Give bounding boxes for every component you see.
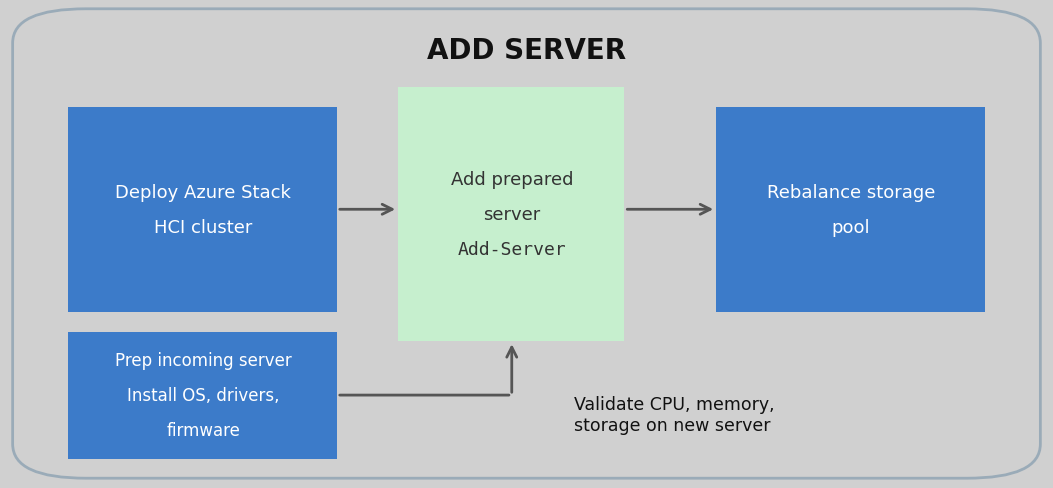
FancyBboxPatch shape xyxy=(68,107,337,312)
Text: server: server xyxy=(483,206,540,224)
Text: Install OS, drivers,: Install OS, drivers, xyxy=(127,386,279,404)
Text: Validate CPU, memory,
storage on new server: Validate CPU, memory, storage on new ser… xyxy=(574,395,775,434)
FancyBboxPatch shape xyxy=(716,107,985,312)
Text: pool: pool xyxy=(832,219,870,236)
Text: Deploy Azure Stack: Deploy Azure Stack xyxy=(115,183,292,201)
Text: Rebalance storage: Rebalance storage xyxy=(767,183,935,201)
Text: firmware: firmware xyxy=(166,422,240,439)
Text: ADD SERVER: ADD SERVER xyxy=(426,37,627,65)
FancyBboxPatch shape xyxy=(13,10,1040,478)
Text: Prep incoming server: Prep incoming server xyxy=(115,351,292,369)
Text: Add prepared: Add prepared xyxy=(451,171,573,188)
FancyBboxPatch shape xyxy=(68,332,337,459)
Text: Add-Server: Add-Server xyxy=(457,241,567,259)
FancyBboxPatch shape xyxy=(398,88,624,342)
Text: HCI cluster: HCI cluster xyxy=(154,219,253,236)
